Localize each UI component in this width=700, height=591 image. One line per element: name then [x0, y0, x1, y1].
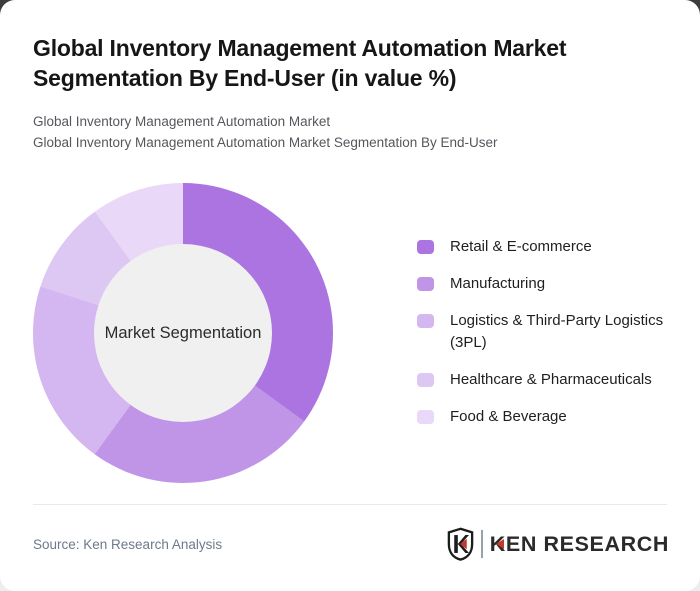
chart-legend: Retail & E-commerce Manufacturing Logistic… — [417, 236, 670, 443]
legend-item: Logistics & Third-Party Logistics (3PL) — [417, 310, 670, 354]
donut-center: Market Segmentation — [94, 244, 272, 422]
legend-item: Retail & E-commerce — [417, 236, 670, 258]
donut-chart: Market Segmentation — [33, 183, 333, 483]
legend-swatch — [417, 410, 434, 424]
logo-brand-text: KEN RESEARCH — [489, 531, 669, 556]
legend-label: Manufacturing — [450, 275, 546, 292]
chart-subtitle-line-1: Global Inventory Management Automation M… — [33, 114, 331, 129]
ken-research-shield-icon — [447, 527, 474, 561]
legend-label: Healthcare & Pharmaceuticals — [450, 371, 652, 388]
legend-swatch — [417, 373, 434, 387]
ken-research-logo: KEN RESEARCH — [446, 527, 669, 561]
legend-swatch — [417, 277, 434, 291]
donut-center-label: Market Segmentation — [104, 323, 262, 342]
legend-label: Retail & E-commerce — [450, 238, 592, 255]
chart-title: Global Inventory Management Automation M… — [33, 35, 567, 91]
legend-item: Manufacturing — [417, 273, 670, 295]
source-text: Source: Ken Research Analysis — [33, 537, 223, 552]
legend-label: Logistics & Third-Party Logistics (3PL) — [450, 312, 664, 351]
legend-swatch — [417, 314, 434, 328]
legend-swatch — [417, 240, 434, 254]
logo-separator — [480, 530, 483, 558]
logo-red-wedge-icon — [495, 538, 504, 549]
chart-subtitles: Global Inventory Management Automation M… — [33, 111, 498, 153]
logo-text-wrap: KEN RESEARCH — [490, 532, 669, 557]
legend-label: Food & Beverage — [450, 408, 567, 425]
legend-item: Food & Beverage — [417, 406, 670, 428]
chart-subtitle-line-2: Global Inventory Management Automation M… — [33, 135, 498, 150]
legend-item: Healthcare & Pharmaceuticals — [417, 369, 670, 391]
footer-divider — [33, 504, 667, 505]
